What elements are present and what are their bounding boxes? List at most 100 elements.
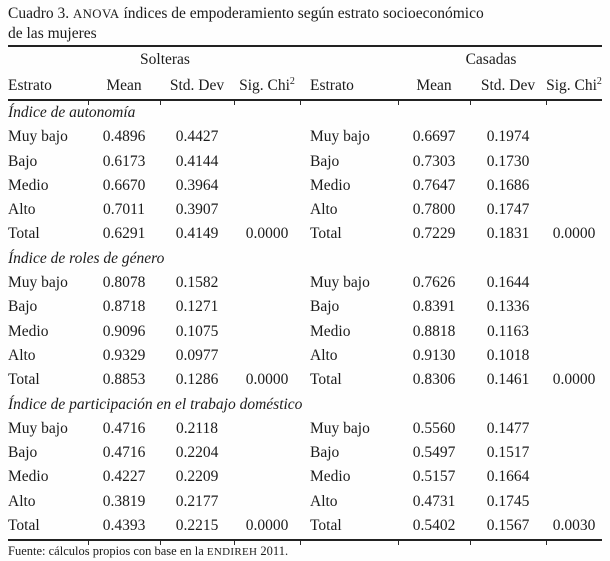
mean-cell: 0.9096 [102,322,146,340]
table-row: Medio 0.6670 0.3964 Medio 0.7647 0.1686 [8,174,602,198]
estrato-cell: Total [310,225,342,243]
mean-cell: 0.8853 [102,371,146,389]
mean-cell: 0.3819 [102,492,146,510]
estrato-cell: Muy bajo [8,274,68,292]
column-tick [234,101,235,105]
caption-acronym-anova: ANOVA [73,7,120,21]
column-tick [470,541,471,546]
std-dev-cell: 0.2215 [175,517,219,535]
table-caption-line1: Cuadro 3. ANOVA índices de empoderamient… [8,4,602,24]
table-caption-line2: de las mujeres [8,25,97,42]
std-dev-cell: 0.2177 [175,492,219,510]
col-header-estrato-right: Estrato [310,77,354,94]
mean-cell: 0.4227 [102,468,146,486]
std-dev-cell: 0.3964 [175,176,219,194]
std-dev-cell: 0.1336 [486,298,530,316]
estrato-cell: Medio [310,176,351,194]
table-body: Índice de autonomía Muy bajo 0.4896 0.4427 M… [8,101,602,538]
std-dev-cell: 0.4149 [175,225,219,243]
mean-cell: 0.4716 [102,419,146,437]
col-header-std-left: Std. Dev [169,77,225,94]
table-row: Muy bajo 0.8078 0.1582 Muy bajo 0.7626 0.1644 [8,271,602,295]
header-rule [8,99,602,105]
std-dev-cell: 0.1075 [175,322,219,340]
estrato-cell: Total [8,225,40,243]
std-dev-cell: 0.1477 [486,419,530,437]
std-dev-cell: 0.1831 [486,225,530,243]
table-row: Bajo 0.8718 0.1271 Bajo 0.8391 0.1336 [8,295,602,319]
mean-cell: 0.4731 [412,492,456,510]
col-header-estrato-left: Estrato [8,77,52,94]
estrato-cell: Medio [310,322,351,340]
sig-chi2-cell: 0.0030 [552,517,596,535]
estrato-cell: Bajo [310,298,340,316]
estrato-cell: Muy bajo [8,419,68,437]
section-title: Índice de autonomía [8,104,136,121]
estrato-cell: Muy bajo [310,274,370,292]
mean-cell: 0.6670 [102,176,146,194]
table-row: Medio 0.4227 0.2209 Medio 0.5157 0.1664 [8,465,602,489]
estrato-cell: Alto [310,201,338,219]
std-dev-cell: 0.1271 [175,298,219,316]
estrato-cell: Alto [8,492,36,510]
table-row: Muy bajo 0.4716 0.2118 Muy bajo 0.5560 0.1477 [8,417,602,441]
source-acronym-endireh: ENDIREH [206,546,258,559]
table-row: Medio 0.9096 0.1075 Medio 0.8818 0.1163 [8,320,602,344]
col-header-sig-right: Sig. Chi2 [546,76,602,95]
column-tick [234,541,235,546]
std-dev-cell: 0.1567 [486,517,530,535]
column-tick [546,101,547,105]
section-title: Índice de roles de género [8,249,165,267]
mean-cell: 0.7303 [412,152,456,170]
mean-cell: 0.7626 [412,274,456,292]
std-dev-cell: 0.1286 [175,371,219,389]
estrato-cell: Medio [8,176,49,194]
std-dev-cell: 0.1461 [486,371,530,389]
source-note: Fuente: cálculos propios con base en la … [8,541,602,561]
std-dev-cell: 0.3907 [175,201,219,219]
estrato-cell: Alto [8,201,36,219]
column-tick [398,101,399,105]
mean-cell: 0.7229 [412,225,456,243]
source-suffix: 2011. [257,544,289,559]
table-row: Bajo 0.4716 0.2204 Bajo 0.5497 0.1517 [8,441,602,465]
std-dev-cell: 0.0977 [175,346,219,364]
std-dev-cell: 0.2204 [175,444,219,462]
column-tick [546,541,547,546]
mean-cell: 0.5497 [412,444,456,462]
mean-cell: 0.9329 [102,346,146,364]
sig-chi2-cell: 0.0000 [552,371,596,389]
caption-prefix: Cuadro 3. [8,5,74,22]
std-dev-cell: 0.1644 [486,274,530,292]
bottom-rule [8,539,602,546]
estrato-cell: Medio [8,468,49,486]
mean-cell: 0.6173 [102,152,146,170]
mean-cell: 0.6291 [102,225,146,243]
std-dev-cell: 0.4144 [175,152,219,170]
estrato-cell: Total [8,517,40,535]
column-header-row: Estrato Mean Std. Dev Sig. Chi2 Estrato … [8,73,602,98]
group-header-casadas: Casadas [465,51,517,68]
std-dev-cell: 0.1745 [486,492,530,510]
mean-cell: 0.4716 [102,444,146,462]
sig-chi2-cell: 0.0000 [245,371,289,389]
chi-superscript: 2 [289,76,295,87]
column-tick [398,541,399,546]
table-row: Bajo 0.6173 0.4144 Bajo 0.7303 0.1730 [8,150,602,174]
chi-superscript: 2 [596,76,602,87]
std-dev-cell: 0.1686 [486,176,530,194]
mean-cell: 0.8306 [412,371,456,389]
col-header-std-right: Std. Dev [480,77,536,94]
mean-cell: 0.5560 [412,419,456,437]
mean-cell: 0.8818 [412,322,456,340]
std-dev-cell: 0.1747 [486,201,530,219]
std-dev-cell: 0.4427 [175,128,219,146]
column-tick [470,101,471,105]
estrato-cell: Medio [8,322,49,340]
column-tick [160,101,161,105]
table-row: Alto 0.3819 0.2177 Alto 0.4731 0.1745 [8,490,602,514]
mean-cell: 0.8391 [412,298,456,316]
source-prefix: Fuente: cálculos propios con base en la [8,544,207,559]
std-dev-cell: 0.1730 [486,152,530,170]
mean-cell: 0.8718 [102,298,146,316]
